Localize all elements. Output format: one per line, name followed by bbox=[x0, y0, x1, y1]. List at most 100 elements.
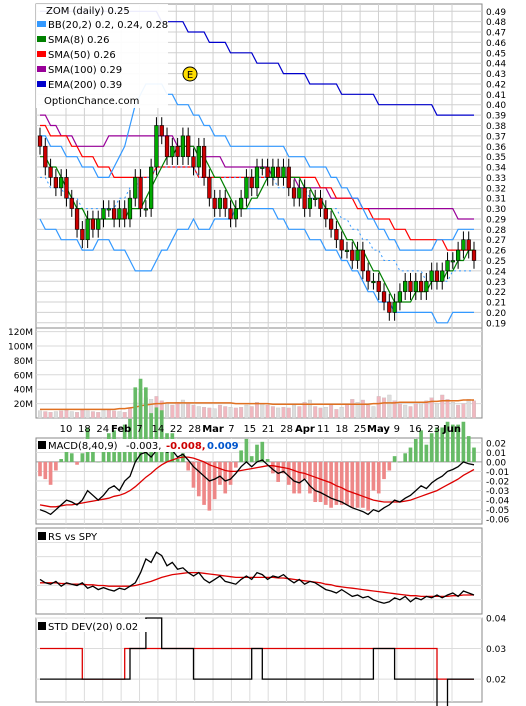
macd-histogram-bar bbox=[154, 407, 159, 462]
candle-body bbox=[381, 291, 387, 303]
candle-body bbox=[260, 166, 265, 169]
volume-bar bbox=[48, 412, 53, 419]
date-tick-label: Mar bbox=[202, 424, 224, 435]
volume-bar bbox=[260, 403, 265, 419]
macd-histogram-bar bbox=[48, 461, 53, 485]
macd-histogram-bar bbox=[207, 461, 212, 511]
candle-body bbox=[344, 249, 350, 252]
volume-bar bbox=[223, 406, 228, 419]
price-tick-label: 0.30 bbox=[486, 205, 506, 215]
volume-bar bbox=[244, 404, 249, 419]
volume-average-line bbox=[40, 399, 474, 411]
earnings-marker: E bbox=[182, 66, 198, 82]
macd-histogram-bar bbox=[138, 378, 143, 462]
volume-bar bbox=[472, 400, 476, 419]
legend-sma8-swatch bbox=[37, 36, 46, 42]
volume-bar bbox=[96, 412, 101, 419]
candle-body bbox=[471, 249, 477, 261]
macd-histogram-bar bbox=[392, 456, 397, 462]
macd-swatch bbox=[38, 441, 46, 449]
volume-bar bbox=[292, 404, 297, 419]
rs-series bbox=[39, 551, 475, 604]
candle-body bbox=[96, 218, 101, 230]
macd-tick-label: 0.01 bbox=[486, 449, 506, 459]
candle-body bbox=[408, 280, 413, 292]
std-tick-label: 0.02 bbox=[486, 676, 506, 686]
volume-bar bbox=[112, 410, 117, 419]
macd-histogram-bar bbox=[149, 413, 153, 462]
volume-bar bbox=[233, 407, 238, 419]
price-tick-label: 0.36 bbox=[486, 143, 506, 153]
date-tick-label: 18 bbox=[335, 424, 348, 435]
candle-body bbox=[74, 208, 80, 230]
date-tick-label: 10 bbox=[60, 424, 73, 435]
price-tick-label: 0.47 bbox=[486, 29, 506, 39]
volume-bar bbox=[318, 407, 323, 419]
macd-histogram-bar bbox=[403, 453, 408, 462]
candle-body bbox=[334, 229, 339, 241]
volume-bar bbox=[239, 407, 244, 419]
candle-body bbox=[111, 208, 117, 220]
candle-body bbox=[80, 229, 85, 241]
volume-bar bbox=[360, 399, 365, 419]
volume-bar bbox=[207, 407, 212, 419]
candle-body bbox=[196, 145, 201, 168]
candle-body bbox=[201, 145, 207, 178]
volume-bar bbox=[329, 404, 334, 419]
macd-histogram-bar bbox=[249, 456, 254, 462]
macd-histogram-bar bbox=[212, 461, 217, 500]
date-tick-label: 14 bbox=[152, 424, 165, 435]
macd-histogram-bar bbox=[461, 421, 466, 462]
macd-histogram-bar bbox=[361, 461, 365, 508]
macd-histogram-bar bbox=[355, 461, 360, 508]
candle-body bbox=[397, 291, 403, 303]
macd-tick-label: 0.00 bbox=[486, 458, 506, 468]
price-tick-label: 0.26 bbox=[486, 247, 506, 257]
volume-bar bbox=[382, 397, 387, 419]
price-y-axis: 0.490.480.470.460.450.440.430.420.410.40… bbox=[486, 8, 506, 330]
macd-histogram-bar bbox=[350, 461, 355, 508]
earnings-marker-label: E bbox=[187, 70, 193, 81]
volume-bar bbox=[286, 407, 291, 419]
price-tick-label: 0.29 bbox=[486, 215, 506, 225]
date-tick-label: 22 bbox=[170, 424, 183, 435]
candle-body bbox=[154, 125, 159, 168]
candle-body bbox=[318, 197, 323, 209]
candle-body bbox=[455, 249, 461, 261]
price-candles bbox=[37, 117, 477, 321]
candle-body bbox=[429, 270, 434, 282]
volume-bars bbox=[38, 392, 476, 419]
macd-histogram-bar bbox=[260, 441, 265, 462]
macd-histogram-bar bbox=[75, 461, 79, 465]
price-tick-label: 0.28 bbox=[486, 226, 506, 236]
candle-body bbox=[69, 197, 74, 209]
candle-body bbox=[281, 166, 286, 178]
candle-body bbox=[164, 135, 170, 157]
date-tick-label: 7 bbox=[136, 424, 142, 435]
volume-bar bbox=[466, 399, 471, 419]
std-series bbox=[40, 617, 474, 706]
volume-bar bbox=[281, 407, 286, 419]
macd-histogram-bar bbox=[472, 447, 476, 462]
volume-bar bbox=[202, 407, 207, 419]
macd-histogram-bar bbox=[191, 461, 196, 488]
macd-histogram-bar bbox=[244, 438, 249, 462]
volume-bar bbox=[212, 408, 217, 419]
candle-body bbox=[43, 145, 48, 168]
price-tick-label: 0.20 bbox=[486, 309, 506, 319]
volume-bar bbox=[127, 407, 132, 419]
candle-body bbox=[244, 177, 249, 199]
macd-histogram-bar bbox=[318, 461, 323, 503]
volume-bar bbox=[122, 412, 127, 419]
macd-tick-label: -0.06 bbox=[486, 516, 510, 526]
macd-tick-label: -0.03 bbox=[486, 487, 509, 497]
date-tick-label: 28 bbox=[188, 424, 201, 435]
volume-bar bbox=[53, 411, 58, 419]
volume-bar bbox=[403, 404, 408, 419]
macd-histogram-bar bbox=[96, 461, 101, 463]
candle-body bbox=[418, 280, 424, 292]
site-label: OptionChance.com bbox=[44, 96, 139, 107]
volume-bar bbox=[297, 406, 302, 419]
legend-sma50-swatch bbox=[37, 51, 46, 57]
